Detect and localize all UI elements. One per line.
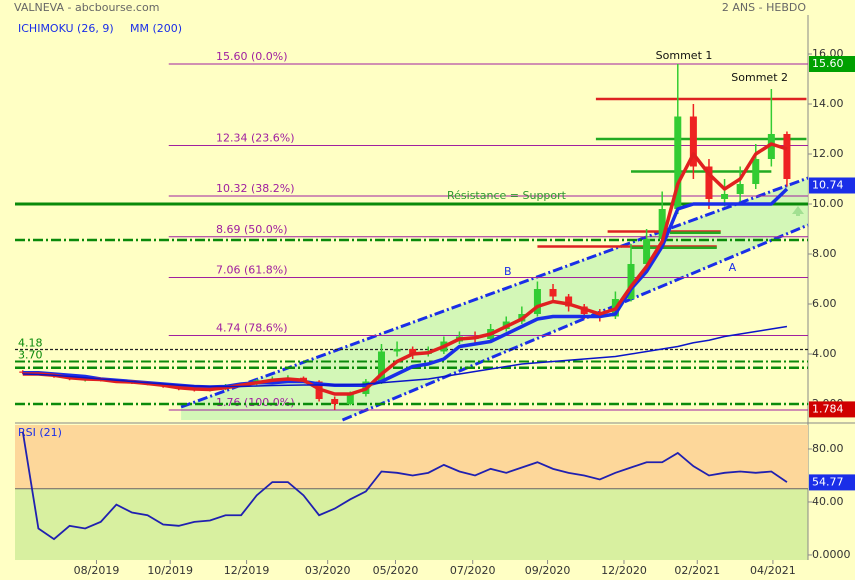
candle-body — [721, 194, 729, 199]
candle-body — [658, 209, 666, 239]
candle-body — [377, 351, 385, 382]
y-tick-label: 12.00 — [812, 147, 844, 160]
y-tick-label: 4.00 — [812, 347, 837, 360]
support-label: 3.70 — [18, 349, 43, 362]
value-tag-label: 54.77 — [812, 475, 844, 488]
candle-body — [643, 239, 651, 264]
x-tick-label: 12/2019 — [224, 564, 270, 577]
fib-label: 12.34 (23.6%) — [216, 132, 295, 145]
candle-body — [346, 394, 354, 404]
y-tick-label: 40.00 — [812, 495, 844, 508]
x-tick-label: 07/2020 — [450, 564, 496, 577]
value-tag — [809, 474, 855, 491]
y-tick-label: 80.00 — [812, 442, 844, 455]
x-tick-label: 04/2021 — [750, 564, 796, 577]
line-series — [22, 325, 788, 388]
y-tick-label: 14.00 — [812, 97, 844, 110]
value-tag — [809, 177, 855, 194]
channel-area — [181, 178, 808, 420]
x-tick-label: 05/2020 — [373, 564, 419, 577]
candle-body — [565, 296, 573, 307]
annotation: Sommet 1 — [656, 49, 713, 62]
candle-body — [331, 399, 339, 404]
x-tick-label: 12/2020 — [601, 564, 647, 577]
legend-entry: MM (200) — [130, 22, 182, 35]
value-tag-label: 10.74 — [812, 179, 844, 192]
candle-body — [783, 134, 791, 179]
fib-label: 10.32 (38.2%) — [216, 182, 295, 195]
x-tick-label: 02/2021 — [674, 564, 720, 577]
value-tag-label: 1.784 — [812, 402, 844, 415]
x-tick-label: 03/2020 — [305, 564, 351, 577]
y-tick-label: 10.00 — [812, 197, 844, 210]
value-tag — [809, 56, 855, 72]
y-tick-label: 6.00 — [812, 297, 837, 310]
annotation: Sommet 2 — [731, 71, 788, 84]
x-tick-label: 10/2019 — [147, 564, 193, 577]
candle-body — [533, 289, 541, 314]
chart-subtitle: 2 ANS - HEBDO — [722, 1, 806, 14]
fib-label: 4.74 (78.6%) — [216, 322, 288, 335]
fib-label: 1.76 (100.0%) — [216, 396, 295, 409]
fib-label: 15.60 (0.0%) — [216, 50, 288, 63]
line-series — [21, 431, 788, 541]
fib-label: 8.69 (50.0%) — [216, 223, 288, 236]
annotation: B — [504, 265, 512, 278]
candle-body — [409, 349, 417, 354]
channel-line — [341, 223, 809, 422]
x-tick-label: 08/2019 — [74, 564, 120, 577]
candle-body — [674, 116, 682, 209]
candle-body — [689, 116, 697, 167]
support-label: 4.18 — [18, 337, 43, 350]
y-tick-label: 0.0000 — [812, 548, 851, 561]
chart-title: VALNEVA - abcbourse.com — [14, 1, 159, 14]
value-tag — [809, 401, 855, 418]
annotation: A — [729, 261, 737, 274]
candle-body — [627, 264, 635, 299]
candle-body — [767, 134, 775, 159]
candle-body — [736, 184, 744, 194]
value-tag-label: 15.60 — [812, 57, 844, 70]
candle-body — [752, 159, 760, 184]
x-tick-label: 09/2020 — [525, 564, 571, 577]
legend-entry: ICHIMOKU (26, 9) — [18, 22, 114, 35]
fib-label: 7.06 (61.8%) — [216, 264, 288, 277]
line-series — [22, 142, 788, 396]
candle-body — [705, 166, 713, 199]
resistance-label: Résistance = Support — [447, 189, 567, 202]
candle-body — [393, 349, 401, 352]
overbought-zone — [15, 425, 808, 489]
candle-body — [549, 289, 557, 297]
panel-title: RSI (21) — [18, 426, 62, 439]
y-tick-label: 8.00 — [812, 247, 837, 260]
